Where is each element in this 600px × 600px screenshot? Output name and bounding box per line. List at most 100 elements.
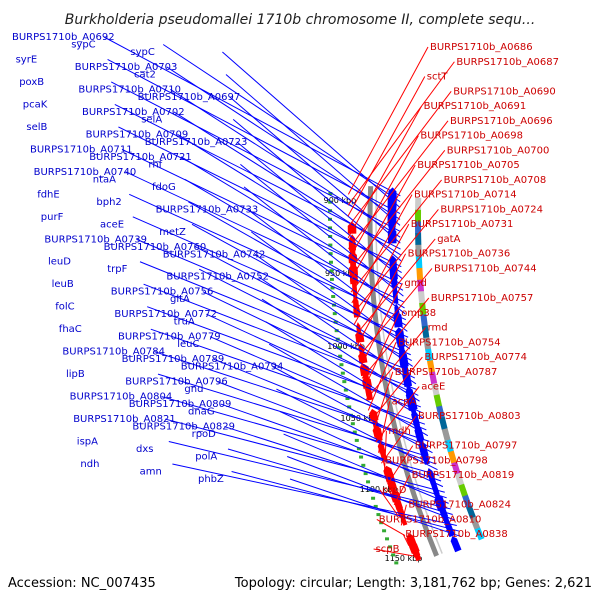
right-label-connector — [351, 194, 413, 304]
right-label-connector — [347, 46, 429, 195]
feature-marker — [336, 346, 341, 350]
left-label-connector — [195, 246, 412, 362]
feature-marker — [373, 504, 378, 508]
left-label-connector — [139, 261, 414, 373]
topology-summary: Topology: circular; Length: 3,181,762 bp… — [234, 576, 592, 591]
feature-marker — [388, 545, 393, 549]
feature-marker — [333, 320, 338, 324]
feature-block — [431, 382, 440, 396]
right-label-connector — [347, 90, 452, 228]
right-label-connector — [387, 445, 414, 485]
left-label-connector — [227, 448, 453, 515]
left-gene-label: metZ — [159, 227, 186, 238]
left-label-connector — [161, 396, 440, 476]
right-label-connector — [402, 534, 410, 547]
left-label-connector — [165, 418, 445, 493]
accession-text: Accession: NC_007435 — [8, 576, 156, 591]
left-label-connector — [232, 119, 402, 262]
feature-block — [417, 279, 425, 292]
ruler-tick-label: 950 kbp — [325, 269, 358, 278]
feature-marker — [338, 354, 343, 358]
left-gene-label: BURPS1710b_A0760 — [104, 242, 207, 253]
left-label-connector — [191, 223, 410, 344]
left-label-connector — [272, 366, 433, 454]
left-gene-label: BURPS1710b_A0796 — [125, 377, 228, 388]
left-gene-label: BURPS1710b_A0711 — [30, 144, 133, 155]
right-label-connector — [373, 548, 413, 557]
left-gene-label: syrE — [16, 54, 38, 65]
right-gene-label: BURPS1710b_A0798 — [385, 455, 488, 466]
right-label-connector — [367, 342, 397, 411]
right-gene-label: BURPS1710b_A0797 — [415, 441, 518, 452]
ruler-tick-label: 1000 kbp — [327, 342, 365, 351]
feature-marker — [347, 405, 352, 409]
left-label-connector — [247, 208, 408, 332]
left-label-connector — [254, 253, 413, 367]
right-label-connector — [361, 297, 430, 379]
feature-marker — [391, 553, 396, 557]
left-gene-label: leuC — [177, 339, 199, 350]
left-label-connector — [168, 441, 451, 510]
feature-block — [470, 516, 481, 530]
left-gene-label: sypC — [71, 39, 95, 50]
feature-marker — [328, 252, 333, 256]
left-label-connector — [198, 268, 416, 379]
feature-marker — [371, 496, 376, 500]
left-gene-label: aceE — [100, 219, 124, 230]
feature-block — [441, 427, 451, 441]
left-label-connector — [222, 51, 401, 209]
left-gene-label: sypC — [130, 47, 154, 58]
right-label-connector — [348, 135, 419, 260]
ruler-tick-label: 1150 kbp — [385, 554, 423, 563]
left-gene-label: BURPS1710b_A0740 — [34, 167, 137, 178]
feature-block — [419, 302, 427, 315]
left-label-connector — [265, 321, 424, 419]
feature-marker — [340, 371, 345, 375]
left-label-connector — [289, 478, 462, 538]
left-gene-label: BURPS1710b_A0739 — [44, 234, 147, 245]
right-gene-label: acnA — [392, 396, 417, 407]
left-label-connector — [172, 463, 457, 527]
feature-marker — [345, 396, 350, 400]
left-gene-label: dnaG — [188, 407, 215, 418]
right-gene-label: BURPS1710b_A0754 — [398, 337, 501, 348]
right-gene-label: BURPS1710b_A0757 — [431, 293, 534, 304]
right-label-connector — [348, 120, 449, 250]
left-gene-label: gltA — [170, 294, 190, 305]
left-gene-label: BURPS1710b_A0702 — [82, 107, 185, 118]
right-gene-label: BURPS1710b_A0787 — [395, 367, 498, 378]
feature-marker — [394, 561, 399, 565]
left-label-connector — [177, 133, 402, 274]
label-lines — [103, 36, 462, 557]
reverse-gene-arrow — [383, 465, 394, 479]
right-label-connector — [382, 460, 392, 495]
feature-block — [444, 439, 454, 453]
right-label-connector — [378, 401, 391, 453]
left-gene-label: BURPS1710b_A0742 — [163, 249, 266, 260]
right-label-connector — [358, 268, 433, 358]
right-gene-label: BURPS1710b_A0687 — [456, 57, 559, 68]
left-gene-label: BURPS1710b_A0703 — [75, 62, 178, 73]
feature-marker — [350, 422, 355, 426]
right-label-connector — [379, 489, 399, 516]
left-label-connector — [236, 141, 403, 279]
right-label-connector — [393, 474, 411, 506]
right-gene-label: BURPS1710b_A0708 — [444, 175, 547, 186]
right-gene-label: omp38 — [401, 308, 436, 319]
feature-marker — [354, 438, 359, 442]
right-label-connector — [347, 61, 455, 206]
feature-marker — [331, 295, 336, 299]
right-label-connector — [350, 179, 442, 293]
left-gene-label: amn — [140, 467, 162, 478]
left-label-connector — [224, 426, 447, 499]
feature-marker — [382, 529, 387, 533]
left-gene-label: truA — [174, 317, 195, 328]
left-gene-label: phbZ — [198, 474, 224, 485]
left-label-connector — [225, 74, 401, 226]
map-title: Burkholderia pseudomallei 1710b chromoso… — [65, 12, 536, 28]
left-label-connector — [220, 403, 442, 482]
feature-block — [418, 290, 426, 304]
right-label-connector — [347, 76, 426, 217]
feature-block — [415, 244, 422, 257]
